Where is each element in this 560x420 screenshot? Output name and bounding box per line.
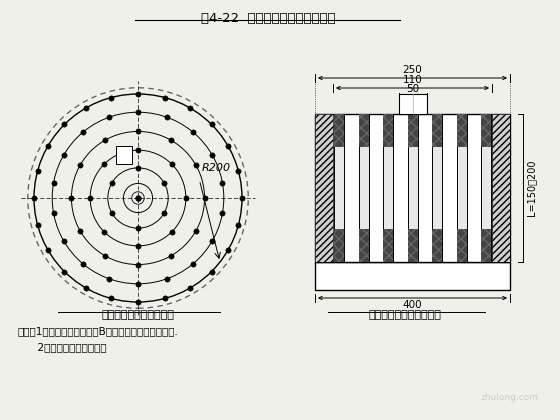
- Bar: [358, 229, 368, 262]
- Bar: [383, 229, 393, 262]
- Text: 110: 110: [403, 75, 422, 85]
- Bar: [315, 114, 333, 262]
- Text: R200: R200: [202, 163, 231, 173]
- Bar: [456, 114, 466, 147]
- Bar: [456, 229, 466, 262]
- Bar: [456, 229, 466, 262]
- Bar: [492, 114, 510, 262]
- Bar: [334, 229, 344, 262]
- Bar: [334, 114, 344, 262]
- Text: 图4-22  竖井开挖炮眼平面布置图: 图4-22 竖井开挖炮眼平面布置图: [200, 12, 335, 25]
- Bar: [481, 114, 491, 262]
- Bar: [456, 114, 466, 262]
- Bar: [383, 114, 393, 262]
- Bar: [408, 114, 418, 262]
- Bar: [408, 229, 418, 262]
- Text: zhulong.com: zhulong.com: [481, 393, 539, 402]
- Bar: [408, 114, 418, 147]
- Bar: [492, 114, 510, 262]
- Bar: [456, 114, 466, 147]
- Text: 70: 70: [118, 148, 130, 158]
- Bar: [358, 114, 368, 262]
- Text: 说明：1、本图以设计图竖井B型开挖断面进行炮眼布置.: 说明：1、本图以设计图竖井B型开挖断面进行炮眼布置.: [18, 326, 179, 336]
- Bar: [383, 229, 393, 262]
- Bar: [481, 114, 491, 147]
- Text: 250: 250: [403, 65, 422, 75]
- Bar: [408, 114, 418, 147]
- Bar: [315, 114, 333, 262]
- Bar: [334, 114, 344, 147]
- Text: 竖井开挖炮眼平面布置图: 竖井开挖炮眼平面布置图: [101, 310, 174, 320]
- Bar: [116, 146, 132, 164]
- Bar: [432, 114, 442, 262]
- Text: 竖井开挖炮眼剖面布置图: 竖井开挖炮眼剖面布置图: [368, 310, 441, 320]
- Text: L=150～200: L=150～200: [526, 160, 536, 216]
- Bar: [408, 229, 418, 262]
- Bar: [358, 229, 368, 262]
- Bar: [383, 114, 393, 147]
- Bar: [399, 94, 427, 114]
- Bar: [334, 229, 344, 262]
- Bar: [334, 114, 344, 147]
- Text: 2、本图尺寸以厘米计。: 2、本图尺寸以厘米计。: [18, 342, 106, 352]
- Bar: [358, 114, 368, 147]
- Bar: [481, 229, 491, 262]
- Bar: [383, 114, 393, 147]
- Bar: [358, 114, 368, 147]
- Bar: [432, 229, 442, 262]
- Bar: [481, 229, 491, 262]
- Text: 50: 50: [406, 84, 419, 94]
- Bar: [432, 114, 442, 147]
- Bar: [432, 229, 442, 262]
- Text: 400: 400: [403, 300, 422, 310]
- Bar: [481, 114, 491, 147]
- Bar: [315, 262, 510, 290]
- Bar: [315, 114, 510, 262]
- Bar: [432, 114, 442, 147]
